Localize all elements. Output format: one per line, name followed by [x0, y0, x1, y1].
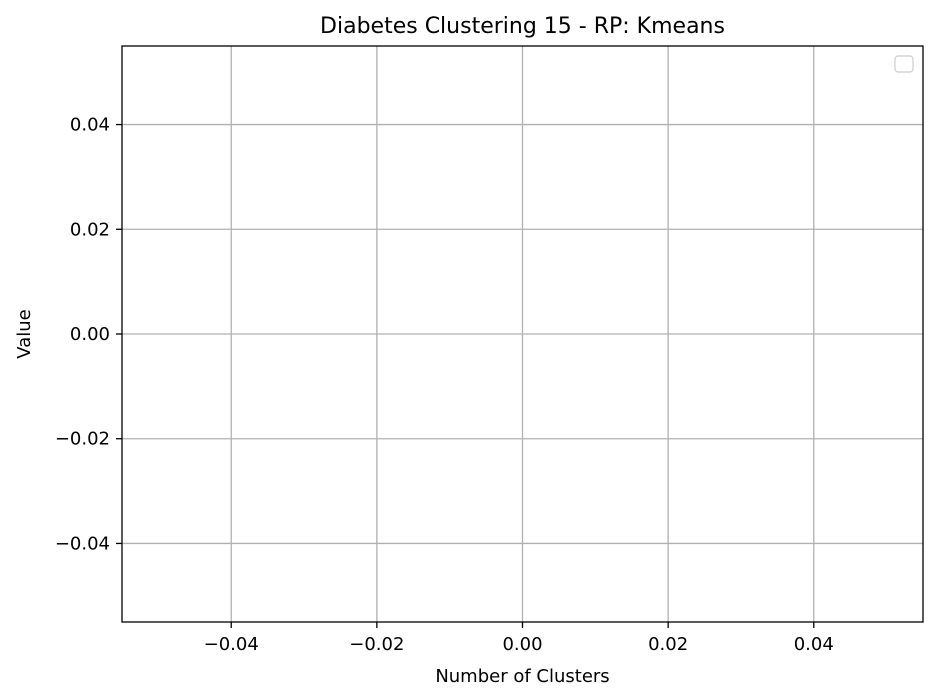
legend-box	[894, 55, 914, 73]
x-tick-label: 0.02	[648, 634, 688, 655]
y-tick-label: 0.04	[70, 115, 110, 136]
axis-ticks: −0.04 −0.02 0.00 0.02 0.04 0.04 0.02 0.00 −0.02 −…	[55, 115, 834, 655]
x-tick-label: 0.00	[502, 634, 542, 655]
grid-lines	[122, 46, 923, 622]
y-tick-label: −0.04	[55, 533, 110, 554]
y-tick-label: −0.02	[55, 429, 110, 450]
x-tick-label: 0.04	[794, 634, 834, 655]
y-axis-label: Value	[14, 309, 35, 358]
x-tick-label: −0.04	[204, 634, 259, 655]
y-tick-label: 0.00	[70, 324, 110, 345]
x-axis-label: Number of Clusters	[435, 666, 609, 687]
x-tick-label: −0.02	[349, 634, 404, 655]
y-tick-label: 0.02	[70, 219, 110, 240]
chart-title: Diabetes Clustering 15 - RP: Kmeans	[320, 14, 725, 39]
